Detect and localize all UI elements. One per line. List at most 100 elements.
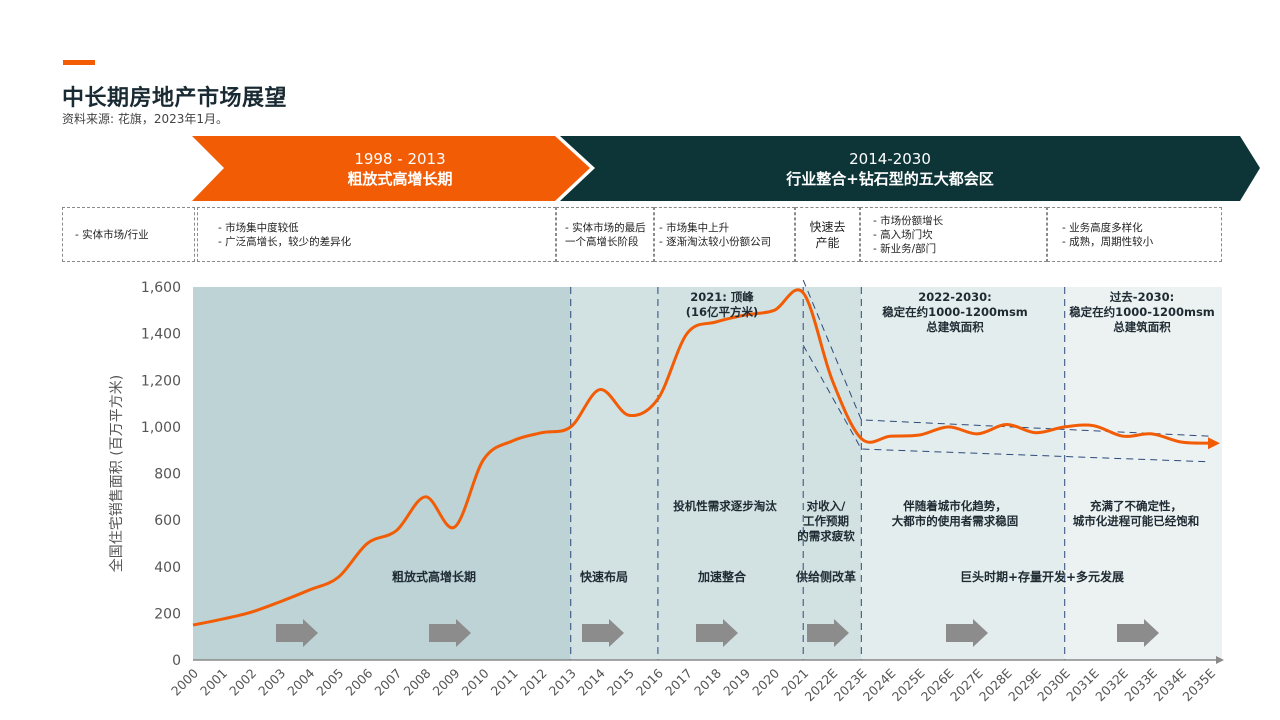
box-line: 产能 <box>815 235 840 250</box>
stage-bg-consolidation <box>570 287 804 660</box>
annotation-line: 2022-2030: <box>918 290 991 304</box>
x-tick-label: 2019 <box>720 665 753 698</box>
y-tick-label: 400 <box>154 560 181 576</box>
y-tick-label: 0 <box>172 653 181 669</box>
box-concentration: - 市场集中上升 - 逐渐淘汰较小份额公司 <box>654 207 795 262</box>
progress-arrow-icon <box>582 619 624 647</box>
chart-annotation: 过去-2030:稳定在约1000-1200msm 总建筑面积 <box>1069 290 1215 334</box>
y-tick-label: 600 <box>154 513 181 529</box>
x-tick-label: 2007 <box>371 666 404 699</box>
progress-arrow-icon <box>1117 619 1159 647</box>
x-tick-label: 2018 <box>691 665 724 698</box>
x-tick-label: 2016 <box>633 665 666 698</box>
box-line: - 广泛高增长，较少的差异化 <box>218 235 352 248</box>
chart-annotation: 投机性需求逐步淘汰 <box>673 499 777 513</box>
box-real-market: - 实体市场/行业 <box>62 207 195 262</box>
x-tick-label: 2013 <box>546 666 579 699</box>
progress-arrow-icon <box>429 619 471 647</box>
stage-label: 加速整合 <box>697 569 747 584</box>
box-line: - 市场集中度较低 <box>218 221 299 234</box>
series-line <box>192 288 1211 627</box>
phase-arrow-orange <box>192 136 592 201</box>
x-tick-label: 2014 <box>575 665 608 698</box>
y-tick-label: 1,200 <box>141 373 181 389</box>
annotation-line: 2021: 顶峰 <box>690 290 754 304</box>
box-destock: 快速去 产能 <box>795 207 860 262</box>
annotation-line: 充满了不确定性， <box>1090 499 1182 513</box>
annotation-line: 总建筑面积 <box>926 320 984 334</box>
box-line: - 实体市场/行业 <box>75 228 149 241</box>
phase-1-years: 1998 - 2013 <box>354 150 446 168</box>
x-tick-label: 2015 <box>604 666 637 699</box>
chart-annotation: 2021: 顶峰(16亿平方米) <box>686 290 759 319</box>
x-tick-label: 2000 <box>168 665 201 698</box>
annotation-line: 稳定在约1000-1200msm <box>882 305 1028 319</box>
source-note: 资料来源: 花旗，2023年1月。 <box>62 112 229 126</box>
stage-label: 供给侧改革 <box>795 569 856 584</box>
x-tick-label: 2002 <box>226 666 259 699</box>
chart-annotation: 对收入/工作预期的需求疲软 <box>797 499 855 543</box>
annotation-line: 城市化进程可能已经饱和 <box>1073 514 1200 528</box>
progress-arrow-shape <box>807 619 849 647</box>
box-line: - 新业务/部门 <box>873 242 937 255</box>
box-line: - 成熟，周期性较小 <box>1062 235 1154 248</box>
annotation-line: 伴随着城市化趋势， <box>902 499 1007 513</box>
x-tick-label: 2008 <box>400 665 433 698</box>
progress-arrow-shape <box>1117 619 1159 647</box>
stage-bg-extensive <box>193 287 571 660</box>
box-diversified: - 业务高度多样化 - 成熟，周期性较小 <box>1047 207 1222 262</box>
annotation-line: 稳定在约1000-1200msm <box>1069 305 1215 319</box>
box-line: - 业务高度多样化 <box>1062 221 1143 234</box>
progress-arrow-icon <box>946 619 988 647</box>
progress-arrow-shape <box>946 619 988 647</box>
y-tick-label: 200 <box>154 606 181 622</box>
x-tick-label: 2006 <box>342 665 375 698</box>
projection-band-lower <box>802 345 1211 463</box>
chart-annotation: 伴随着城市化趋势，大都市的使用者需求稳固 <box>892 499 1019 528</box>
box-line: - 逐渐淘汰较小份额公司 <box>659 235 772 248</box>
x-tick-label: 2003 <box>255 666 288 699</box>
phase-2-label: 2014-2030 行业整合+钻石型的五大都会区 <box>700 149 1080 189</box>
x-tick-label: 2011 <box>488 666 521 699</box>
x-tick-label: 2012 <box>517 666 550 699</box>
y-tick-label: 800 <box>154 467 181 483</box>
annotation-line: 投机性需求逐步淘汰 <box>673 499 777 513</box>
y-tick-label: 1,000 <box>141 420 181 436</box>
x-tick-label: 2005 <box>313 666 346 699</box>
projection-band-upper <box>802 279 1211 437</box>
progress-arrow-shape <box>582 619 624 647</box>
chart-annotation: 充满了不确定性，城市化进程可能已经饱和 <box>1073 499 1200 528</box>
annotation-line: 的需求疲软 <box>797 529 855 543</box>
x-tick-label: 2009 <box>430 665 463 698</box>
stage-bg-supply-reform <box>803 287 862 660</box>
x-tick-label: 2001 <box>197 666 230 699</box>
box-phase-extensive: - 市场集中度较低 - 广泛高增长，较少的差异化 <box>197 207 556 262</box>
phase-2-title: 行业整合+钻石型的五大都会区 <box>786 170 994 188</box>
progress-arrow-icon <box>807 619 849 647</box>
progress-arrow-icon <box>276 619 318 647</box>
box-line: 快速去 <box>809 219 846 234</box>
stage-bg-giants <box>861 287 1065 660</box>
phase-arrow-dark <box>555 136 1260 201</box>
series-end-arrow <box>1208 437 1220 450</box>
chart-annotation: 2022-2030:稳定在约1000-1200msm 总建筑面积 <box>882 290 1028 334</box>
y-tick-label: 1,400 <box>141 327 181 343</box>
box-line: 一个高增长阶段 <box>565 235 639 248</box>
annotation-line: 大都市的使用者需求稳固 <box>892 514 1019 528</box>
y-tick-label: 1,600 <box>141 280 181 296</box>
x-tick-label: 2004 <box>284 665 317 698</box>
x-tick-label: 2020 <box>749 665 782 698</box>
stage-label: 巨头时期+存量开发+多元发展 <box>960 569 1124 584</box>
x-axis-arrow <box>1216 656 1224 664</box>
x-tick-label: 2035E <box>1179 665 1218 704</box>
phase-1-title: 粗放式高增长期 <box>347 170 453 188</box>
box-last-growth: - 实体市场的最后 一个高增长阶段 <box>556 207 654 262</box>
annotation-line: (16亿平方米) <box>686 305 759 319</box>
progress-arrow-shape <box>696 619 738 647</box>
progress-arrow-shape <box>429 619 471 647</box>
annotation-line: 过去-2030: <box>1110 290 1174 304</box>
progress-arrow-icon <box>696 619 738 647</box>
x-tick-label: 2010 <box>459 665 492 698</box>
